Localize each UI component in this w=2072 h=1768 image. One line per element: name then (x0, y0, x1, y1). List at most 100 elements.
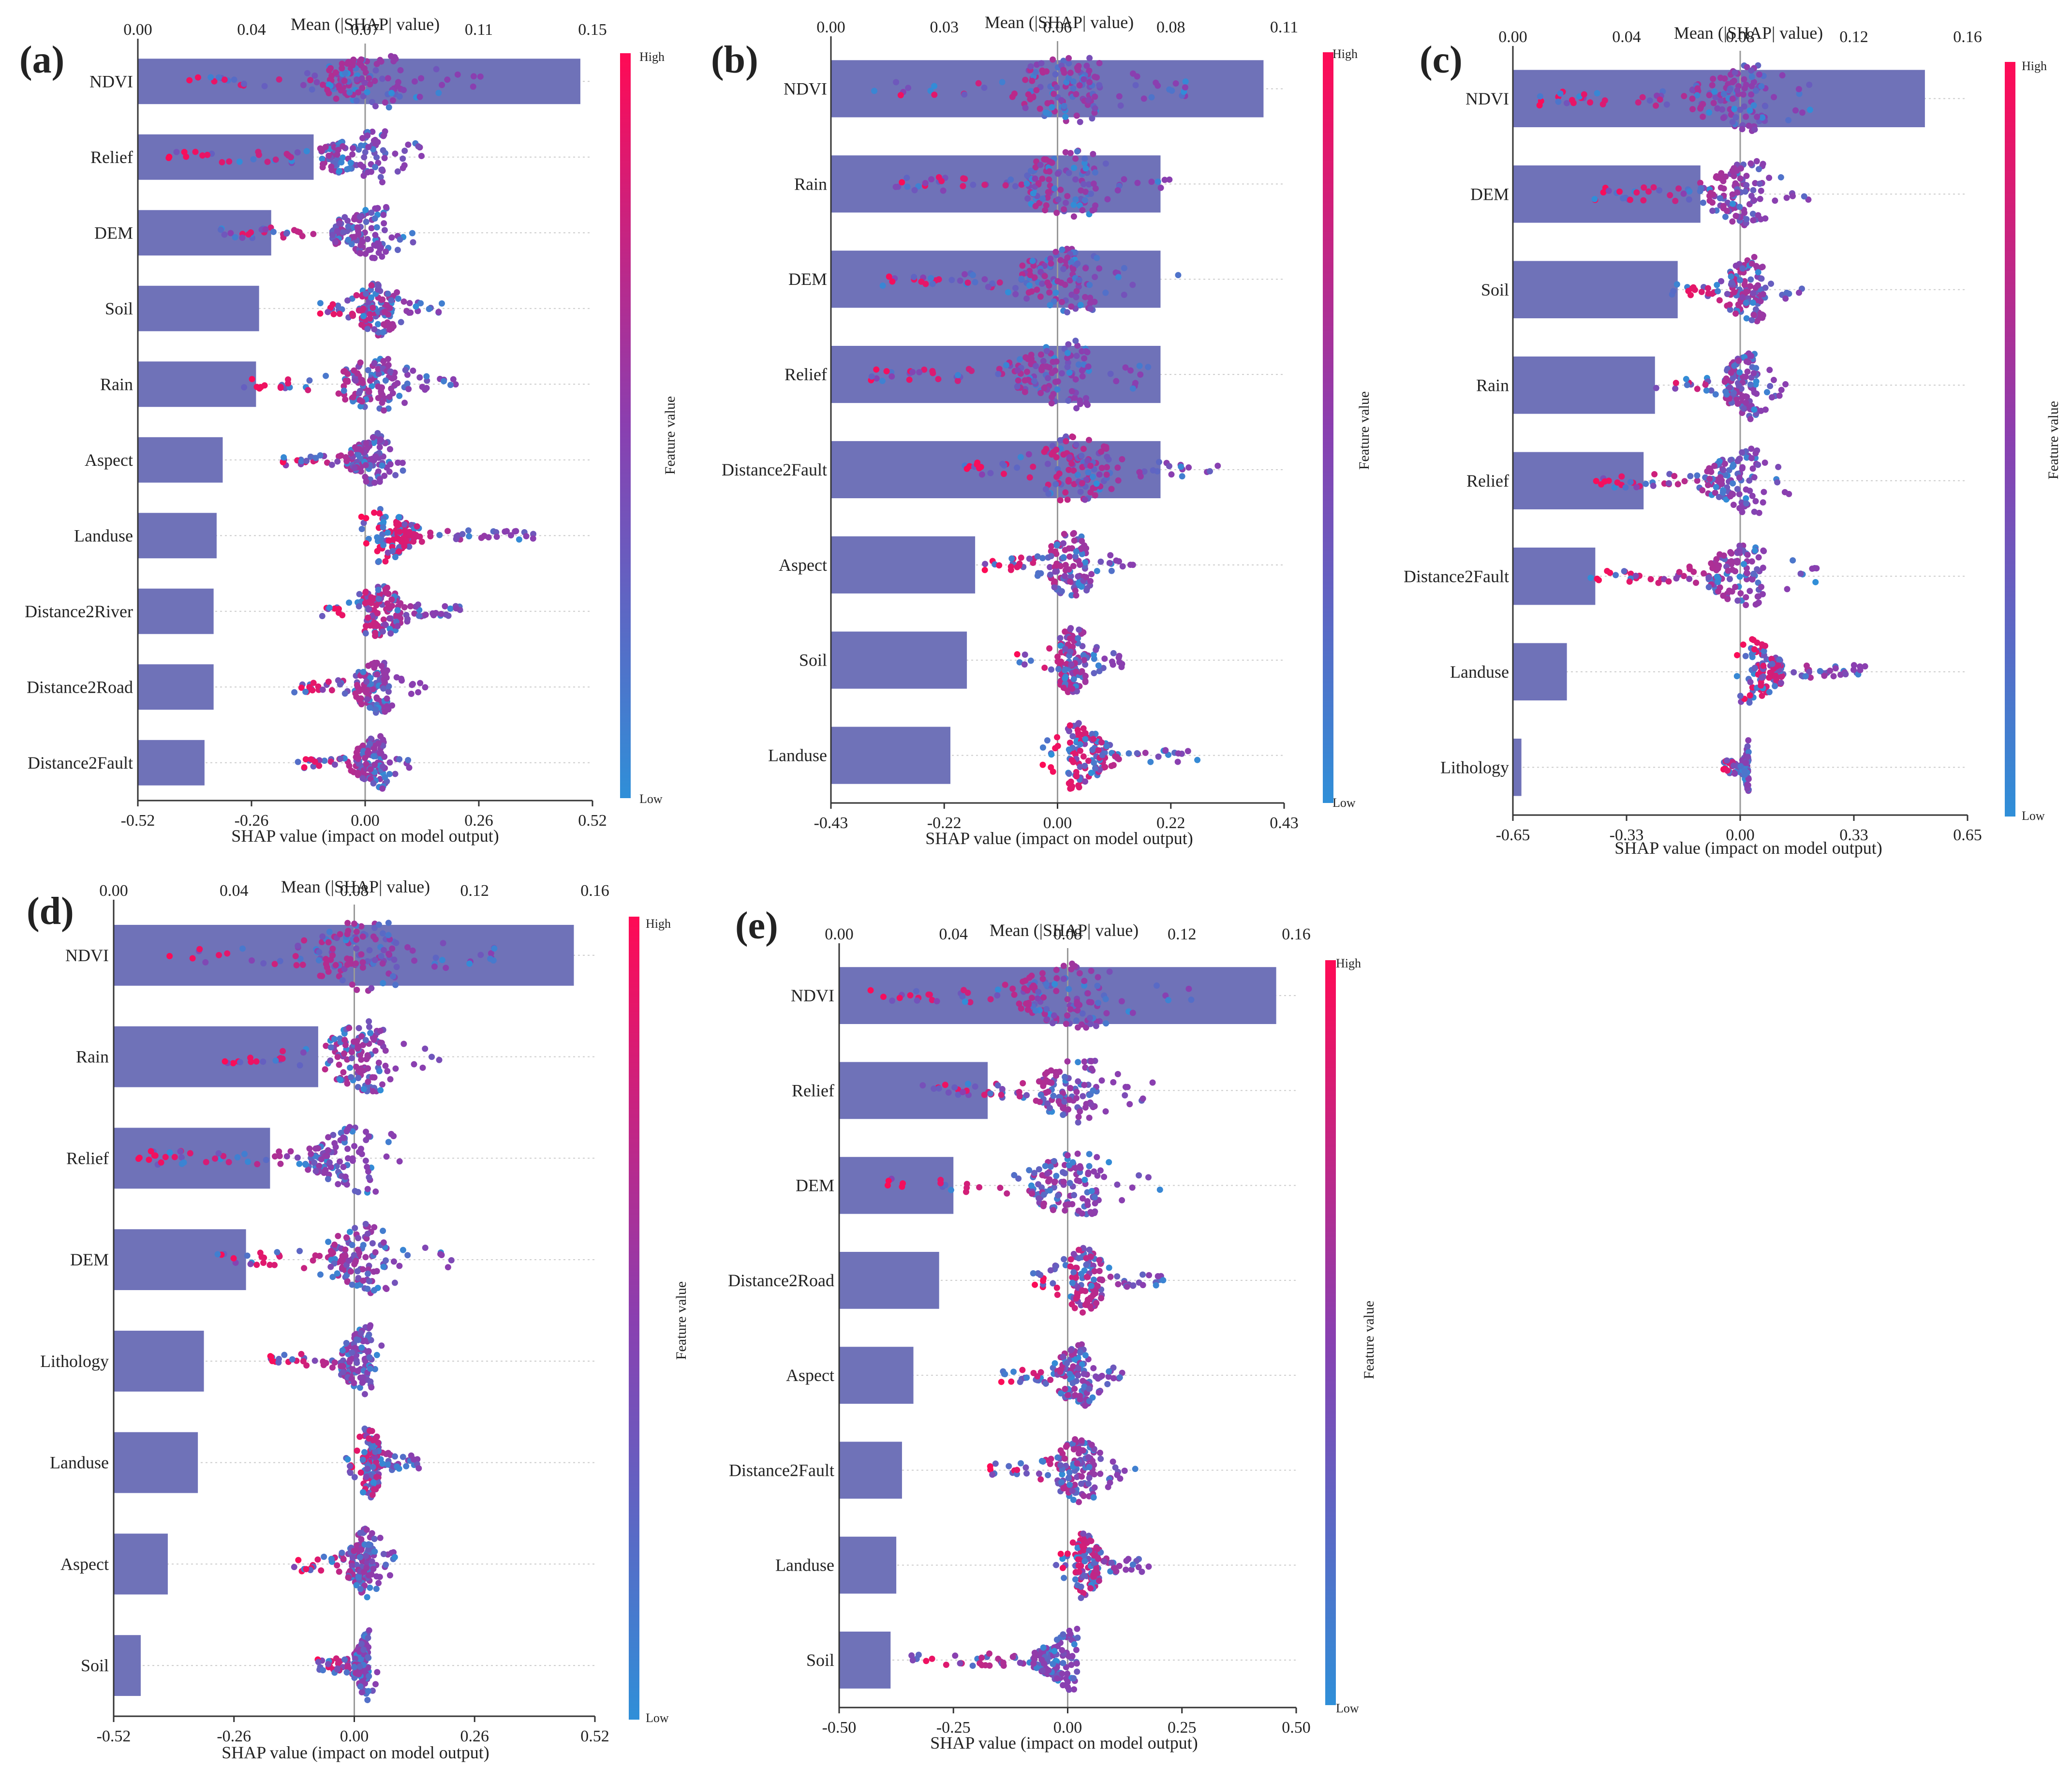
shap-point (367, 741, 373, 747)
shap-point (1641, 184, 1647, 191)
shap-point (1715, 588, 1722, 595)
shap-point (396, 514, 402, 520)
shap-point (1756, 166, 1762, 173)
shap-point (1729, 119, 1736, 125)
top-tick-label: 0.08 (1726, 28, 1755, 46)
shap-point (1074, 64, 1080, 71)
shap-point (1103, 471, 1110, 478)
category-label-landuse: Landuse (74, 526, 133, 545)
shap-point (1045, 189, 1051, 195)
shap-point (344, 166, 351, 173)
bar-relief (1513, 452, 1644, 509)
shap-point (1052, 481, 1059, 488)
shap-point (1746, 122, 1752, 129)
bottom-tick-label: 0.65 (1953, 826, 1982, 844)
shap-point (227, 230, 234, 237)
shap-point (406, 543, 413, 550)
shap-point (1622, 484, 1629, 491)
shap-point (1731, 173, 1737, 179)
shap-point (387, 630, 394, 637)
shap-point (398, 319, 404, 326)
shap-point (871, 88, 878, 94)
bottom-tick-label: 0.00 (1726, 826, 1755, 844)
shap-point (1746, 699, 1753, 706)
shap-point (341, 1037, 348, 1043)
shap-point (1121, 176, 1127, 183)
shap-point (307, 77, 314, 84)
shap-point (1058, 97, 1065, 104)
panel-a-colorbar-low: Low (639, 792, 663, 806)
shap-point (355, 756, 362, 762)
shap-point (1090, 180, 1097, 187)
shap-point (366, 1024, 373, 1030)
shap-point (392, 382, 399, 388)
shap-point (1042, 207, 1049, 214)
shap-point (311, 758, 318, 765)
shap-point (1769, 394, 1776, 401)
shap-point (1094, 254, 1100, 261)
shap-point (1073, 442, 1080, 448)
top-tick-label: 0.00 (1498, 28, 1527, 46)
shap-point (325, 939, 332, 946)
shap-point (346, 89, 353, 96)
shap-point (1706, 92, 1713, 99)
beeswarm-relief (165, 128, 425, 186)
shap-point (370, 933, 377, 940)
shap-point (401, 162, 408, 169)
shap-point (173, 149, 180, 155)
shap-point (392, 771, 399, 777)
shap-point (299, 962, 306, 968)
shap-point (1068, 757, 1075, 763)
shap-point (367, 1365, 374, 1372)
shap-point (390, 1258, 397, 1265)
shap-point (331, 1036, 338, 1042)
shap-point (1737, 106, 1744, 113)
shap-point (216, 74, 222, 81)
shap-point (969, 272, 976, 279)
shap-point (369, 128, 376, 135)
shap-point (363, 515, 370, 521)
shap-point (363, 1553, 370, 1560)
shap-point (1073, 294, 1080, 300)
shap-point (1068, 388, 1075, 395)
shap-point (1766, 175, 1773, 181)
shap-point (1073, 405, 1080, 412)
shap-point (1762, 642, 1769, 649)
shap-point (1621, 568, 1628, 575)
bar-dem (831, 251, 1161, 308)
panel-a-label: (a) (19, 39, 64, 81)
shap-point (357, 1683, 364, 1690)
shap-point (1716, 562, 1722, 569)
shap-point (1714, 175, 1720, 181)
shap-point (381, 473, 388, 479)
shap-point (1760, 663, 1767, 669)
shap-point (928, 176, 935, 183)
shap-point (349, 981, 355, 988)
shap-point (1563, 100, 1570, 106)
shap-point (394, 247, 401, 253)
category-label-aspect: Aspect (779, 555, 827, 575)
shap-point (1082, 673, 1089, 680)
shap-point (1048, 553, 1054, 560)
shap-point (349, 311, 355, 317)
shap-point (260, 1058, 266, 1065)
shap-point (1763, 389, 1770, 396)
shap-point (938, 178, 945, 184)
shap-point (1077, 561, 1083, 568)
beeswarm-distance2road (291, 659, 429, 716)
shap-point (325, 678, 332, 685)
shap-point (346, 599, 353, 606)
shap-point (1039, 280, 1046, 287)
shap-point (491, 945, 498, 952)
shap-point (341, 77, 348, 84)
shap-point (1681, 478, 1688, 485)
shap-point (1134, 750, 1140, 757)
panel-b-label: (b) (711, 39, 758, 81)
shap-point (363, 219, 370, 225)
shap-point (1094, 567, 1100, 574)
shap-point (317, 972, 324, 979)
shap-point (230, 1060, 237, 1067)
shap-point (1850, 662, 1857, 669)
shap-point (1760, 291, 1766, 297)
